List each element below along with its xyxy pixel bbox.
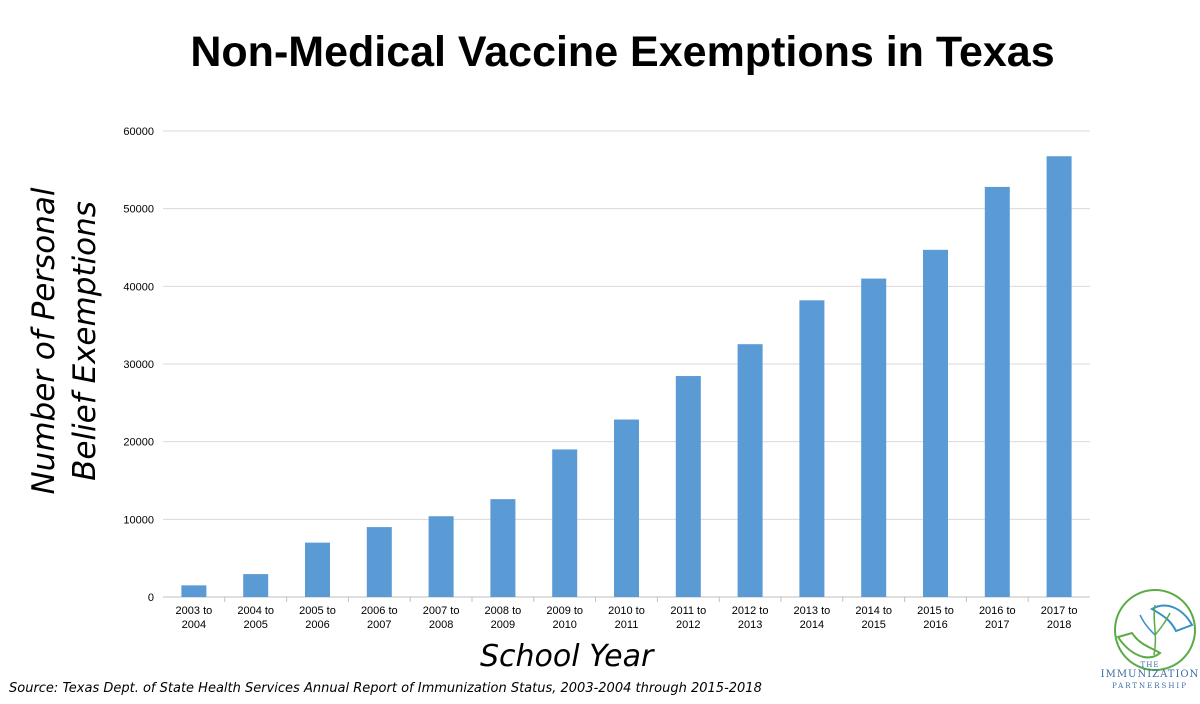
x-tick-label: 2017 to 2018 [1041,605,1078,631]
bar [490,499,516,597]
x-tick-label: 2003 to 2004 [176,605,213,631]
x-tick-label: 2011 to 2012 [670,605,706,631]
bar [799,300,825,597]
bar [923,249,948,597]
y-tick-label: 50000 [123,204,154,216]
bar [675,376,701,597]
bar [861,278,887,597]
logo-text-the: THE [1140,661,1160,669]
y-tick-label: 0 [148,592,154,604]
x-tick-labels: 2003 to 2004 2004 to 2005 2005 to 2006 2006 to… [176,605,1078,631]
x-tick-label: 2010 to 2011 [608,605,645,631]
logo-text-name: IMMUNIZATION [1100,669,1200,680]
x-tick-label: 2005 to 2006 [299,605,336,631]
bar [1046,156,1072,597]
bar [984,186,1010,598]
x-tick-label: 2012 to 2013 [732,605,769,631]
y-tick-label: 20000 [123,437,154,449]
x-tick-label: 2008 to 2009 [485,605,522,631]
y-tick-label: 10000 [123,514,154,526]
source-note: Source: Texas Dept. of State Health Serv… [9,681,762,696]
y-tick-labels: 0 10000 20000 30000 40000 50000 60000 [123,126,154,604]
logo-text-partnership: PARTNERSHIP [1112,682,1188,690]
bar [181,585,207,597]
x-tick-label: 2006 to 2007 [361,605,398,631]
x-tick-label: 2015 to 2016 [917,605,954,631]
bar [243,574,269,597]
x-tick-label: 2016 to 2017 [979,605,1016,631]
x-axis-label: School Year [480,639,654,674]
bar [614,419,639,597]
bar [305,542,330,597]
y-tick-label: 60000 [123,126,154,138]
bar [366,527,392,597]
bar [552,449,578,597]
y-tick-label: 40000 [123,281,154,293]
chart-title: Non-Medical Vaccine Exemptions in Texas [190,28,1055,76]
bar [428,516,454,597]
x-tick-label: 2007 to 2008 [423,605,460,631]
x-tick-label: 2004 to 2005 [237,605,274,631]
immunization-partnership-logo [1114,589,1196,671]
bars [181,156,1072,598]
x-tick-label: 2014 to 2015 [855,605,892,631]
x-tick-label: 2013 to 2014 [794,605,831,631]
y-tick-label: 30000 [123,359,154,371]
bar [737,344,763,597]
x-tick-label: 2009 to 2010 [546,605,583,631]
